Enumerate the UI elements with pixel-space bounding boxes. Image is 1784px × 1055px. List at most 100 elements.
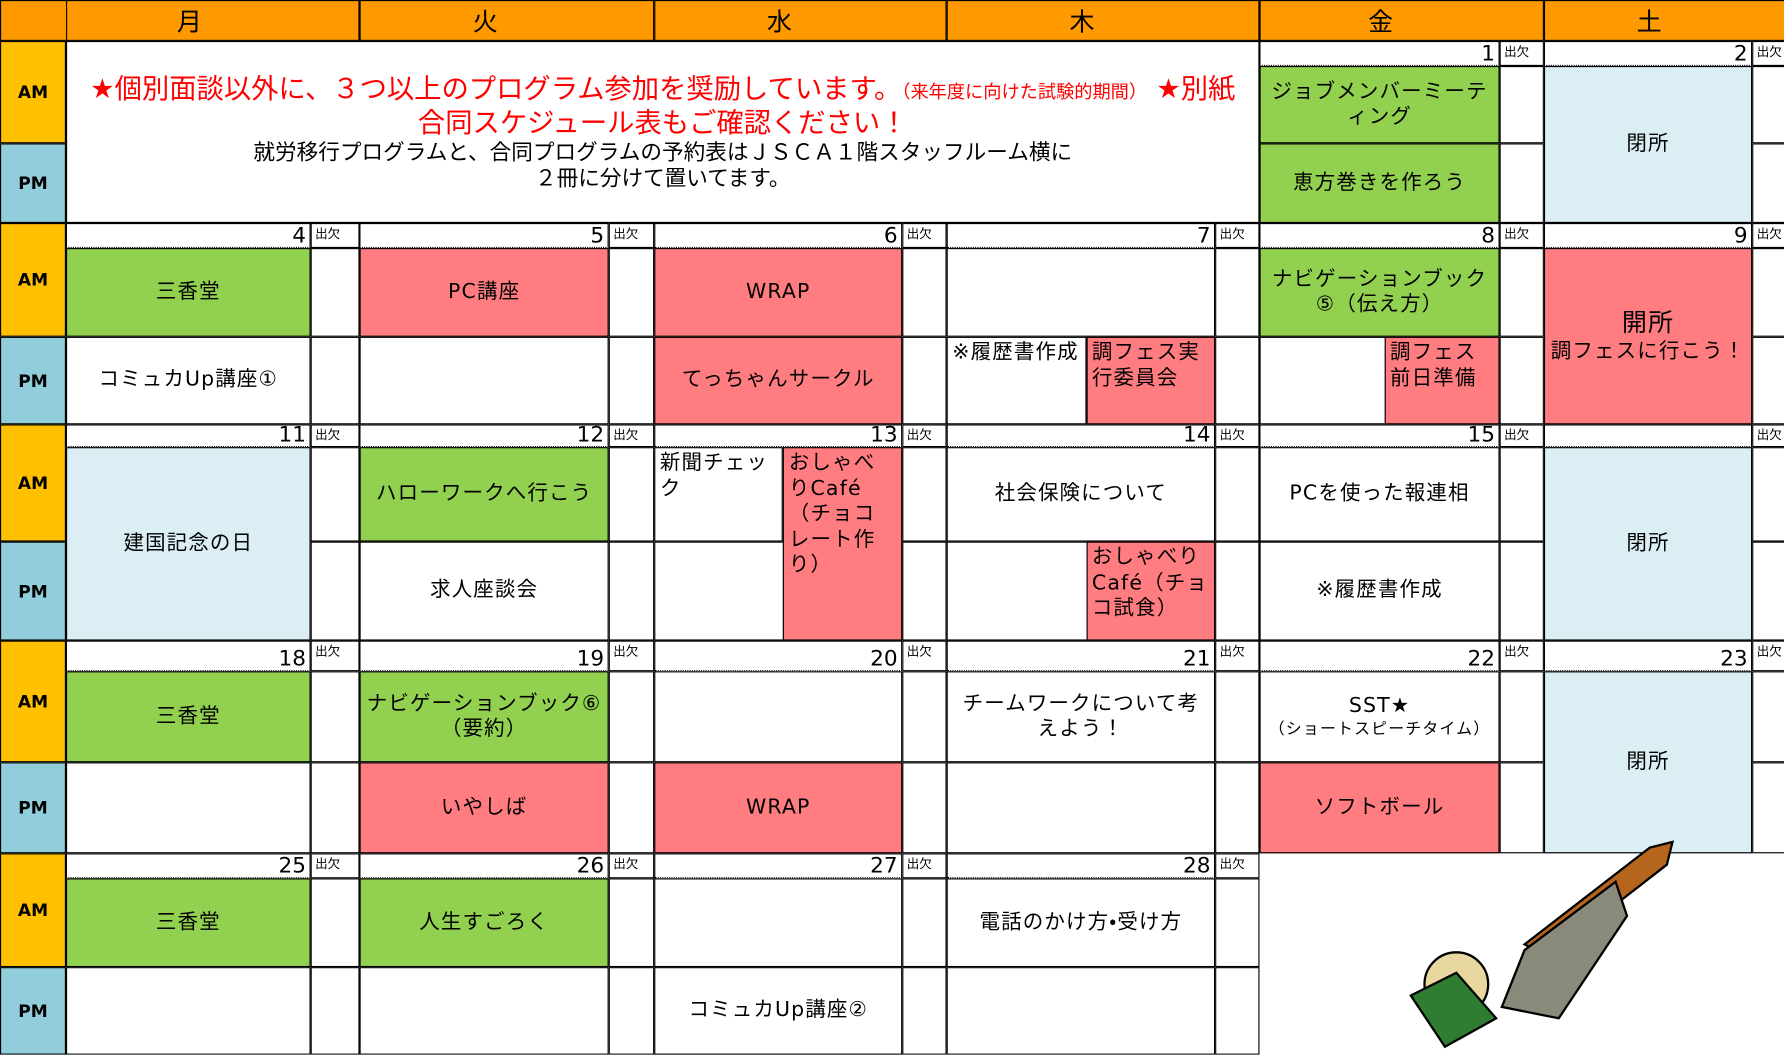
date-cell: 25 (65, 853, 311, 879)
attendance-cell: 出欠 (1215, 424, 1260, 448)
attendance-box (1752, 143, 1784, 224)
notice: ★個別面談以外に、３つ以上のプログラム参加を奨励しています。（来年度に向けた試験… (65, 40, 1263, 224)
date-number: 14 (1183, 424, 1211, 448)
attendance-box (1215, 336, 1260, 425)
program-cell: チームワークについて考えよう！ (946, 671, 1216, 763)
slot-label: AM (17, 691, 49, 712)
program-cell: てっちゃんサークル (654, 336, 903, 425)
program-name: ハローワークへ行こう (376, 481, 593, 506)
program-cell: おしゃべりCafé（チョコレート作り） (783, 447, 903, 641)
attendance-box (1752, 248, 1784, 337)
attendance-label: 出欠 (315, 856, 341, 872)
date-cell: 18 (65, 640, 311, 672)
attendance-box (1499, 762, 1544, 854)
attendance-cell: 出欠 (1499, 640, 1544, 672)
attendance-box (1215, 878, 1260, 968)
attendance-cell: 出欠 (608, 223, 655, 249)
attendance-box (902, 671, 947, 763)
program-cell: 調フェス前日準備 (1384, 336, 1500, 425)
pm-cell (946, 762, 1216, 854)
program-cell: 電話のかけ方・受け方 (946, 878, 1216, 968)
pm-label: PM (0, 143, 66, 224)
attendance-cell: 出欠 (1215, 853, 1260, 879)
program-cell: 閉所 (1543, 65, 1753, 224)
attendance-cell: 出欠 (310, 424, 360, 448)
am-label: AM (0, 853, 66, 968)
date-number: 20 (870, 646, 898, 672)
program-name: 電話のかけ方・受け方 (979, 909, 1183, 934)
attendance-box (902, 248, 947, 337)
program-cell: 開所 調フェスに行こう！ (1543, 248, 1753, 425)
attendance-box (1499, 541, 1544, 641)
attendance-cell: 出欠 (310, 223, 360, 249)
notice-body: 就労移行プログラムと、合同プログラムの予約表はＪＳＣＡ１階スタッフルーム横に (253, 139, 1073, 165)
program-name: 調フェス実行委員会 (1091, 340, 1201, 390)
date-number: 21 (1183, 646, 1211, 672)
date-cell: 7 (946, 223, 1216, 249)
pm-label: PM (0, 762, 66, 854)
program-cell: 新聞チェック (654, 447, 784, 542)
attendance-box (608, 967, 655, 1055)
date-number: 2 (1733, 40, 1748, 66)
date-cell: 9 (1543, 223, 1753, 249)
day-name: 木 (1069, 9, 1095, 38)
attendance-box (310, 248, 360, 337)
pm-cell (65, 762, 311, 854)
attendance-cell: 出欠 (1752, 640, 1784, 672)
program-name: チームワークについて考えよう！ (962, 691, 1200, 741)
date-number: 26 (576, 853, 605, 879)
am-label: AM (0, 40, 66, 144)
attendance-box (1215, 248, 1260, 337)
program-name: 人生すごろく (419, 909, 549, 934)
attendance-label: 出欠 (613, 643, 639, 659)
attendance-label: 出欠 (613, 226, 639, 242)
attendance-box (1215, 762, 1260, 854)
date-number: 7 (1196, 223, 1211, 249)
attendance-cell: 出欠 (1215, 640, 1260, 672)
day-header: 木 (946, 0, 1260, 41)
attendance-box (1215, 541, 1260, 641)
date-cell (1543, 424, 1753, 448)
date-cell: 22 (1259, 640, 1500, 672)
attendance-label: 出欠 (906, 856, 932, 872)
date-number: 23 (1720, 646, 1748, 672)
date-number: 4 (292, 223, 307, 249)
pm-label: PM (0, 336, 66, 425)
day-header: 水 (654, 0, 947, 41)
date-cell: 5 (359, 223, 609, 249)
pm-cell (65, 967, 311, 1055)
program-name: 開所 (1621, 308, 1675, 338)
attendance-cell: 出欠 (1752, 424, 1784, 448)
attendance-label: 出欠 (315, 427, 341, 443)
program-cell: いやしば (359, 762, 609, 854)
attendance-box (1499, 143, 1544, 224)
program-cell: 建国記念の日 (65, 447, 311, 641)
attendance-cell: 出欠 (608, 853, 655, 879)
program-cell: 人生すごろく (359, 878, 609, 968)
program-note: （ショートスピーチタイム） (1268, 719, 1491, 738)
program-name: PCを使った報連相 (1289, 481, 1470, 506)
date-number: 22 (1467, 646, 1496, 672)
date-number: 9 (1733, 223, 1748, 249)
am-label: AM (0, 424, 66, 542)
attendance-label: 出欠 (1756, 226, 1782, 242)
day-header: 金 (1259, 0, 1544, 41)
attendance-label: 出欠 (1219, 427, 1245, 443)
attendance-box (310, 967, 360, 1055)
attendance-cell: 出欠 (1499, 424, 1544, 448)
attendance-cell: 出欠 (608, 424, 655, 448)
date-number: 18 (278, 646, 307, 672)
attendance-cell: 出欠 (310, 853, 360, 879)
program-cell: ハローワークへ行こう (359, 447, 609, 542)
program-cell: 三香堂 (65, 248, 311, 337)
slot-label: AM (17, 472, 49, 494)
date-number: 11 (278, 424, 307, 448)
notice-note: （来年度に向けた試験的期間） (901, 80, 1139, 103)
day-name: 月 (176, 9, 202, 38)
attendance-label: 出欠 (613, 427, 639, 443)
date-number: 8 (1481, 223, 1496, 249)
attendance-label: 出欠 (1504, 44, 1530, 60)
date-number: 27 (870, 853, 898, 879)
program-cell: コミュカUp講座① (65, 336, 311, 425)
